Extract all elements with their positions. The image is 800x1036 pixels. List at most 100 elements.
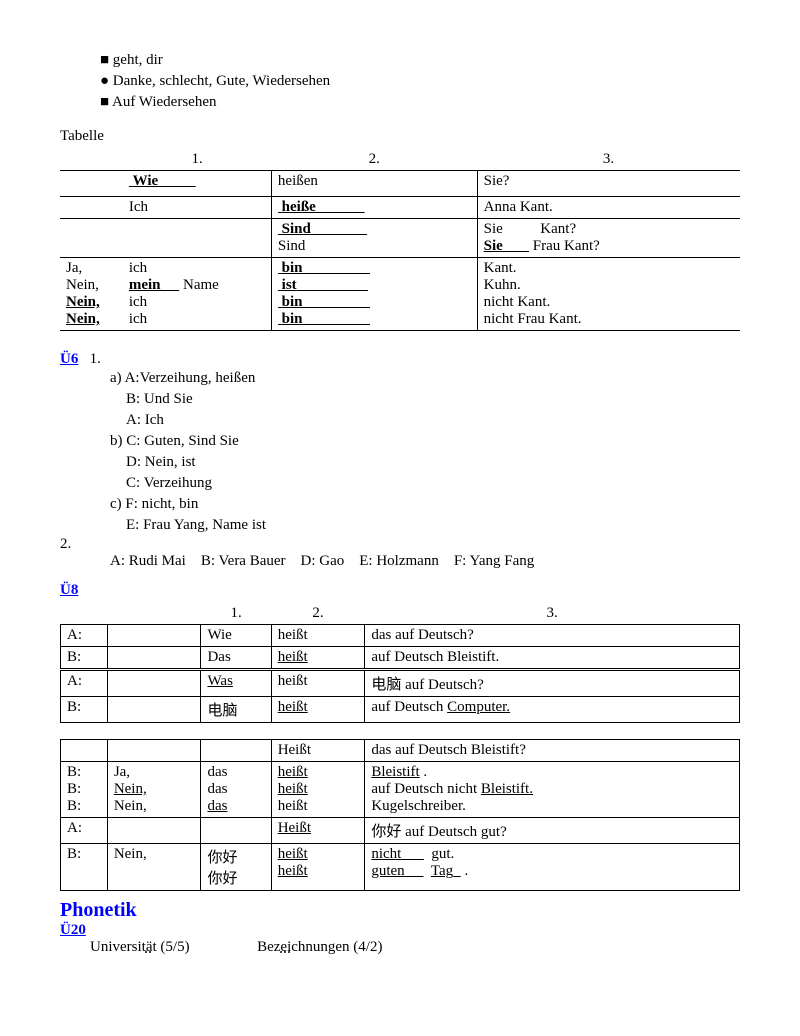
cell: ist [282, 277, 297, 293]
cell: Heißt [271, 740, 365, 762]
cell: auf Deutsch gut? [401, 824, 506, 840]
line: a) A:Verzeihung, heißen [110, 368, 740, 389]
cell: A: [61, 818, 108, 844]
cell: . [461, 863, 469, 879]
cell: heißt [271, 697, 365, 723]
cell: 你好 [371, 824, 401, 840]
cell: nicht [371, 846, 401, 862]
phon-word: Bezeichnungen (4/2) [257, 939, 382, 955]
cell: Anna Kant. [477, 197, 740, 219]
col-num: 1. [123, 149, 272, 171]
cell: heißt [278, 764, 308, 780]
cell: Sind [278, 238, 306, 254]
cell: . [420, 764, 428, 780]
cell: Bleistift. [481, 781, 533, 797]
cell: ich [129, 311, 147, 327]
phon-word: Universität (5/5) [90, 939, 190, 955]
line: D: Nein, ist [126, 452, 740, 473]
bullet-item: ■ Auf Wiedersehen [100, 92, 740, 113]
cell: bin [282, 294, 303, 310]
cell: Sie [484, 238, 503, 254]
cell: Frau Kant? [533, 238, 600, 254]
cell: Ja, [66, 260, 82, 276]
cell: Sind [282, 221, 311, 237]
phonetik-title: Phonetik [60, 899, 740, 922]
col-num: 3. [477, 149, 740, 171]
cell: Wie [133, 173, 159, 189]
cell: Nein, [66, 311, 100, 327]
line: c) F: nicht, bin [110, 494, 740, 515]
col-num: 2. [271, 603, 365, 625]
cell: Nein, [66, 294, 100, 310]
u6-content: a) A:Verzeihung, heißen B: Und Sie A: Ic… [90, 368, 740, 536]
cell: B: [67, 764, 81, 780]
cell: auf Deutsch? [401, 677, 483, 693]
cell: B: [61, 697, 108, 723]
bullet-list: ■ geht, dir ● Danke, schlecht, Gute, Wie… [100, 50, 740, 113]
cell: Ich [123, 197, 272, 219]
cell: nicht Frau Kant. [484, 311, 582, 327]
u6-num1: 1. [90, 351, 101, 367]
cell: heiße [282, 199, 316, 215]
line: C: Verzeihung [126, 473, 740, 494]
u8-table1: 1. 2. 3. A: Wie heißt das auf Deutsch? B… [60, 603, 740, 723]
cell: Kant? [540, 221, 576, 237]
cell: Tag [431, 863, 453, 879]
col-num: 1. [201, 603, 271, 625]
cell: ich [129, 260, 147, 276]
cell: Kuhn. [484, 277, 521, 293]
line: E: Frau Yang, Name ist [126, 515, 740, 536]
u6-label: Ü6 [60, 351, 78, 367]
cell: auf Deutsch Bleistift. [365, 647, 740, 670]
cell: das auf Deutsch Bleistift? [365, 740, 740, 762]
cell: nicht Kant. [484, 294, 551, 310]
cell: Heißt [271, 818, 365, 844]
cell: Nein, [107, 844, 201, 891]
u6-num2: 2. [60, 536, 740, 553]
cell: Wie [201, 625, 271, 647]
bullet-item: ■ geht, dir [100, 50, 740, 71]
cell: Nein, [66, 277, 99, 293]
cell: Kugelschreiber. [371, 798, 466, 814]
u8-table2: Heißt das auf Deutsch Bleistift? B: B: B… [60, 739, 740, 891]
cell: ich [129, 294, 147, 310]
cell: Ja, [114, 764, 130, 780]
line: B: Und Sie [126, 389, 740, 410]
cell: heißt [278, 781, 308, 797]
cell: 你好 [207, 850, 237, 866]
cell: B: [67, 798, 81, 814]
cell: Computer. [447, 699, 510, 715]
cell: heißt [278, 798, 308, 814]
u8-label: Ü8 [60, 582, 78, 598]
cell: 你好 [207, 871, 237, 887]
cell: heißt [271, 625, 365, 647]
cell: auf Deutsch [371, 699, 447, 715]
cell: Name [183, 277, 219, 293]
cell: bin [282, 311, 303, 327]
cell: Bleistift [371, 764, 419, 780]
cell: heißt [271, 670, 365, 697]
cell: B: [61, 647, 108, 670]
cell: auf Deutsch nicht [371, 781, 481, 797]
cell: heißt [278, 846, 308, 862]
tabelle-title: Tabelle [60, 128, 740, 145]
u20-label: Ü20 [60, 922, 86, 938]
cell: mein [129, 277, 161, 293]
cell: bin [282, 260, 303, 276]
line: A: Ich [126, 410, 740, 431]
cell: heißt [278, 863, 308, 879]
cell: Sie? [477, 171, 740, 193]
cell: Was [201, 670, 271, 697]
bullet-item: ● Danke, schlecht, Gute, Wiedersehen [100, 71, 740, 92]
cell: das [207, 798, 227, 814]
cell: Das [201, 647, 271, 670]
tabelle-table: 1. 2. 3. Wie heißen Sie? Ich heiße Anna … [60, 149, 740, 331]
cell: Sie [484, 221, 503, 237]
col-num: 3. [365, 603, 740, 625]
cell: heißen [271, 171, 477, 193]
cell: 电脑 [371, 677, 401, 693]
line: b) C: Guten, Sind Sie [110, 431, 740, 452]
u6-answers: A: Rudi Mai B: Vera Bauer D: Gao E: Holz… [110, 553, 740, 570]
cell: gut. [431, 846, 454, 862]
cell: B: [61, 844, 108, 891]
